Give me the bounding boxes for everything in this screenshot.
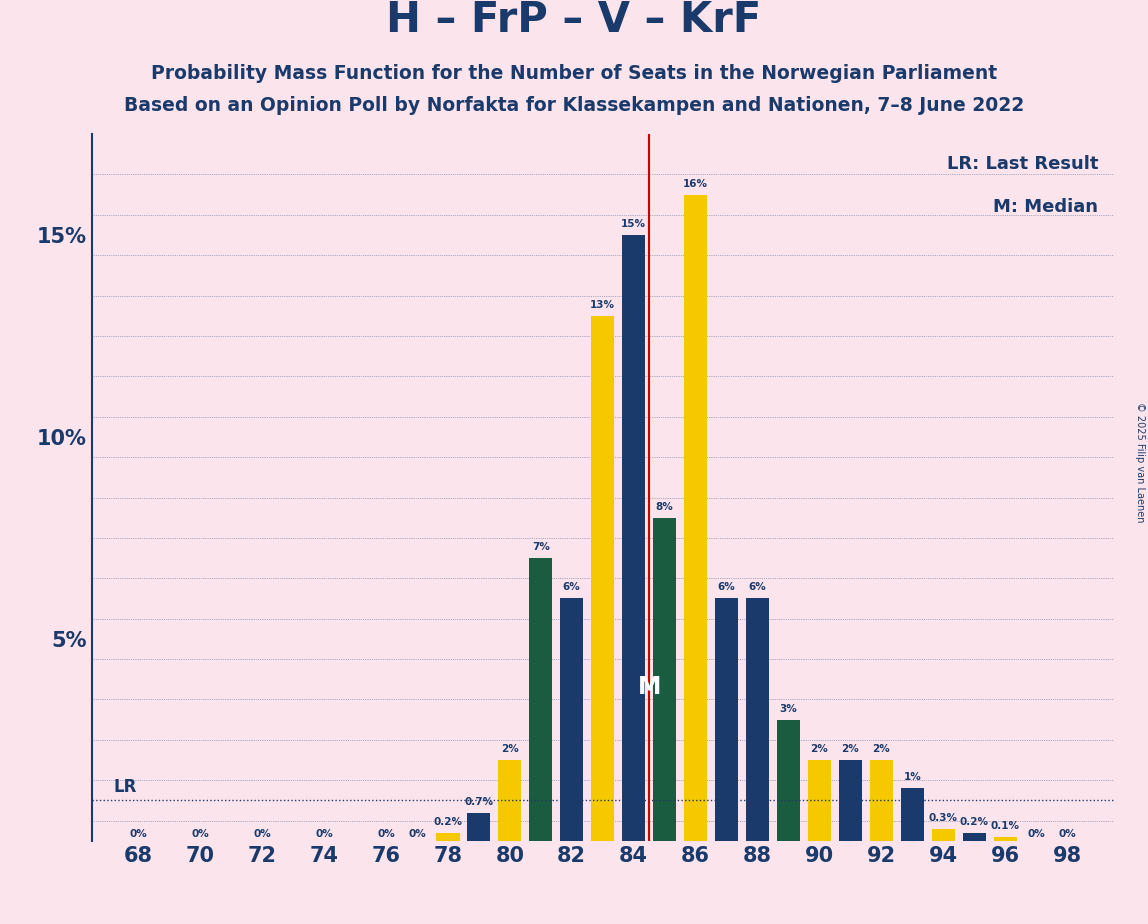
Bar xyxy=(498,760,521,841)
Text: 0%: 0% xyxy=(254,829,271,839)
Text: 16%: 16% xyxy=(683,178,708,188)
Text: 13%: 13% xyxy=(590,299,615,310)
Text: LR: Last Result: LR: Last Result xyxy=(947,155,1099,173)
Text: 1%: 1% xyxy=(903,772,921,783)
Bar xyxy=(901,788,924,841)
Text: 0%: 0% xyxy=(408,829,426,839)
Bar xyxy=(963,833,986,841)
Text: 6%: 6% xyxy=(563,582,581,592)
Bar xyxy=(591,316,614,841)
Bar xyxy=(993,837,1017,841)
Bar xyxy=(808,760,831,841)
Text: 7%: 7% xyxy=(532,542,550,552)
Bar xyxy=(870,760,893,841)
Text: 0.2%: 0.2% xyxy=(960,817,988,827)
Text: 2%: 2% xyxy=(841,744,859,754)
Text: © 2025 Filip van Laenen: © 2025 Filip van Laenen xyxy=(1135,402,1145,522)
Bar xyxy=(467,812,490,841)
Text: 3%: 3% xyxy=(779,703,798,713)
Text: H – FrP – V – KrF: H – FrP – V – KrF xyxy=(387,0,761,42)
Text: 0%: 0% xyxy=(1027,829,1045,839)
Text: M: M xyxy=(637,675,661,699)
Text: 2%: 2% xyxy=(810,744,829,754)
Text: 6%: 6% xyxy=(718,582,736,592)
Text: 15%: 15% xyxy=(621,219,646,229)
Text: 0%: 0% xyxy=(192,829,209,839)
Text: 0.3%: 0.3% xyxy=(929,813,957,822)
Text: 2%: 2% xyxy=(501,744,519,754)
Bar xyxy=(932,829,955,841)
Bar xyxy=(684,195,707,841)
Bar xyxy=(839,760,862,841)
Bar xyxy=(560,599,583,841)
Text: M: Median: M: Median xyxy=(993,198,1099,215)
Bar xyxy=(746,599,769,841)
Text: 0.2%: 0.2% xyxy=(434,817,463,827)
Bar xyxy=(715,599,738,841)
Text: 0.1%: 0.1% xyxy=(991,821,1019,831)
Bar xyxy=(529,558,552,841)
Text: Probability Mass Function for the Number of Seats in the Norwegian Parliament: Probability Mass Function for the Number… xyxy=(150,64,998,82)
Bar xyxy=(777,720,800,841)
Text: 8%: 8% xyxy=(656,502,674,512)
Text: 0.7%: 0.7% xyxy=(464,796,494,807)
Text: 0%: 0% xyxy=(1058,829,1076,839)
Text: Based on an Opinion Poll by Norfakta for Klassekampen and Nationen, 7–8 June 202: Based on an Opinion Poll by Norfakta for… xyxy=(124,96,1024,115)
Bar xyxy=(436,833,459,841)
Text: 6%: 6% xyxy=(748,582,767,592)
Text: 0%: 0% xyxy=(377,829,395,839)
Bar xyxy=(653,517,676,841)
Text: 0%: 0% xyxy=(316,829,333,839)
Text: 0%: 0% xyxy=(130,829,147,839)
Text: 2%: 2% xyxy=(872,744,890,754)
Text: LR: LR xyxy=(114,778,137,796)
Bar xyxy=(622,235,645,841)
